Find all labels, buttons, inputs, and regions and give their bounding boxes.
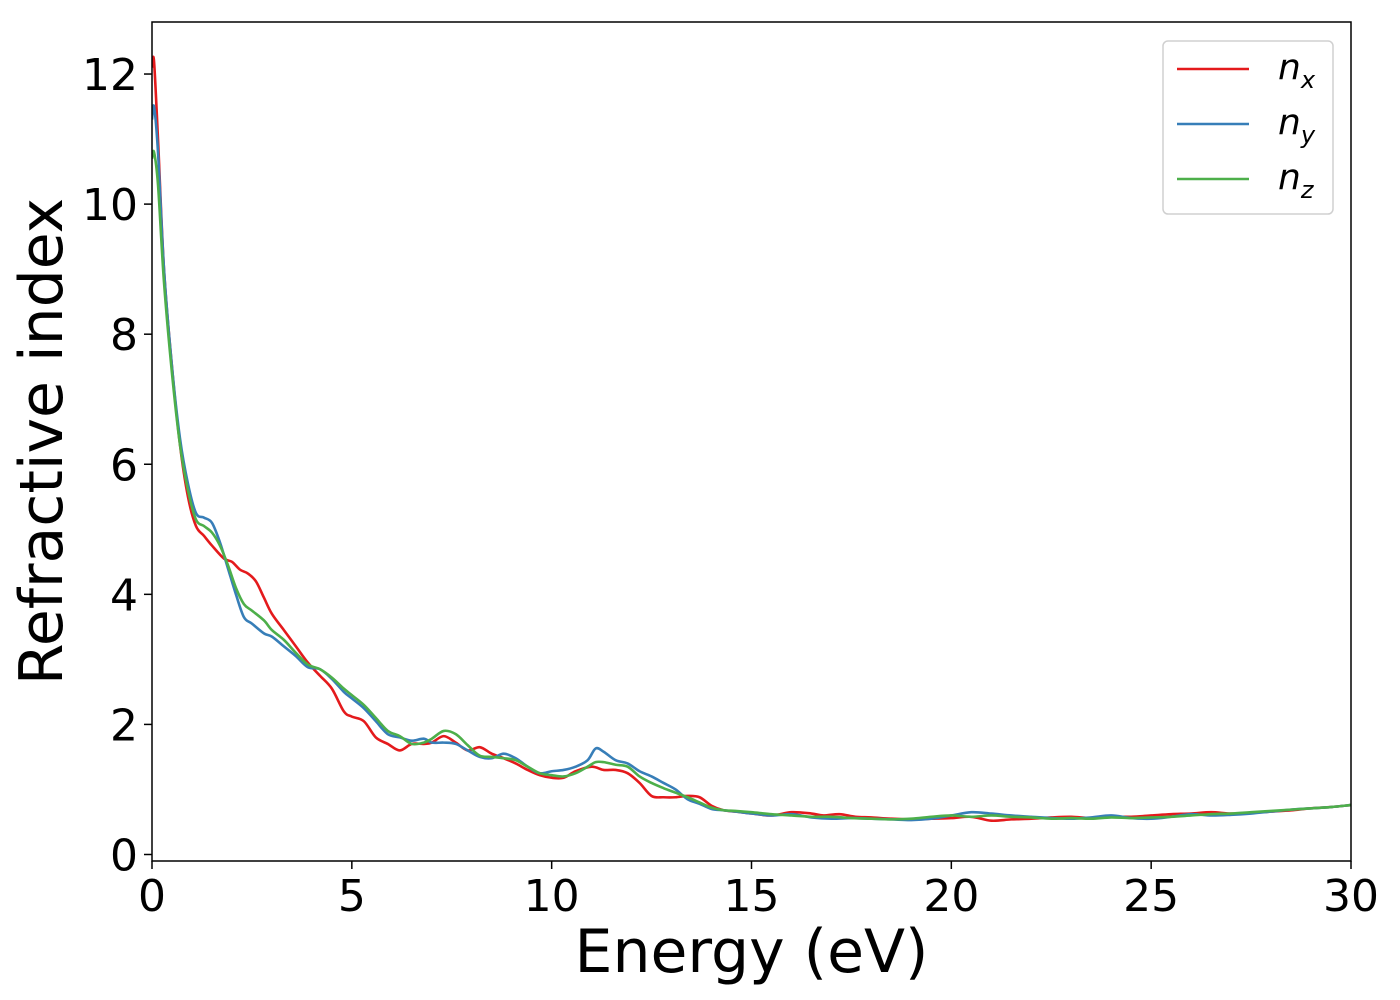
x-tick-label: 15 [724, 871, 780, 922]
y-tick-label: 0 [110, 830, 138, 881]
legend-box [1162, 40, 1334, 215]
y-axis-label: Refractive index [7, 198, 77, 685]
y-tick-label: 10 [82, 180, 138, 231]
legend-label-y: ny [1278, 102, 1316, 149]
series-line-z [152, 149, 1351, 821]
legend: nx ny nz [1162, 40, 1334, 215]
y-tick-label: 2 [110, 700, 138, 751]
x-axis-label: Energy (eV) [575, 917, 929, 987]
x-tick-label: 30 [1323, 871, 1379, 922]
legend-label-z: nz [1278, 157, 1315, 204]
y-tick-label: 12 [82, 50, 138, 101]
y-tick-label: 4 [110, 570, 138, 621]
x-tick-label: 10 [524, 871, 580, 922]
series-layer [152, 55, 1351, 823]
x-tick-label: 25 [1123, 871, 1179, 922]
y-tick-label: 6 [110, 440, 138, 491]
y-axis-ticks: 0 2 4 6 8 10 12 [82, 50, 152, 881]
x-tick-label: 5 [338, 871, 366, 922]
x-axis-ticks: 0 5 10 15 20 25 30 [138, 861, 1379, 922]
x-tick-label: 0 [138, 871, 166, 922]
y-tick-label: 8 [110, 310, 138, 361]
x-tick-label: 20 [923, 871, 979, 922]
series-line-x [152, 55, 1351, 823]
legend-label-x: nx [1278, 47, 1316, 94]
